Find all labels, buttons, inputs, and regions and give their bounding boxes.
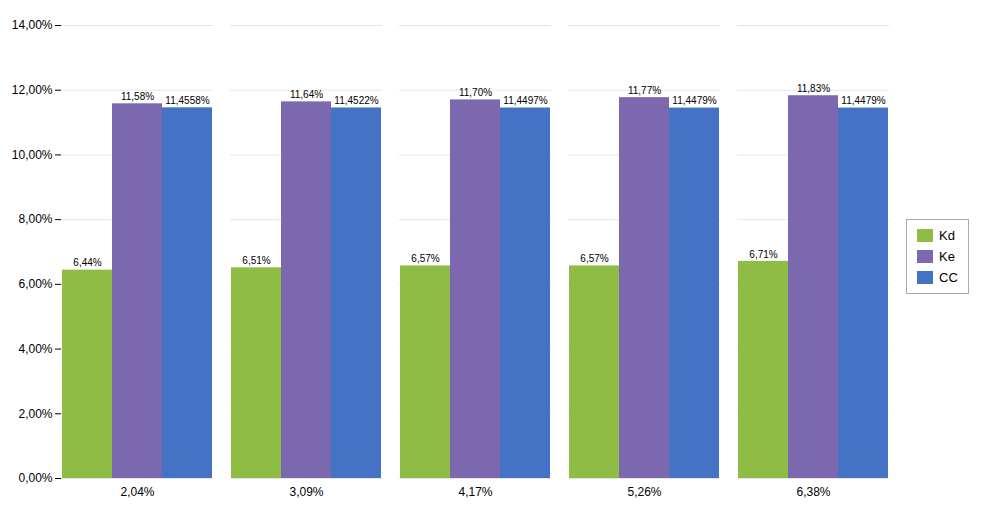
svg-text:11,4558%: 11,4558% (165, 95, 209, 106)
svg-text:11,64%: 11,64% (290, 89, 323, 100)
svg-text:0,00%: 0,00% (18, 471, 52, 485)
svg-text:4,00%: 4,00% (18, 342, 52, 356)
svg-text:6,71%: 6,71% (749, 249, 777, 260)
svg-text:2,00%: 2,00% (18, 407, 52, 421)
svg-text:3,09%: 3,09% (289, 485, 323, 499)
svg-text:11,4479%: 11,4479% (672, 95, 716, 106)
svg-text:4,17%: 4,17% (458, 485, 492, 499)
svg-text:14,00%: 14,00% (12, 18, 53, 32)
html-text:Ke: Ke (939, 249, 955, 264)
svg-text:11,77%: 11,77% (628, 85, 661, 96)
html-text:CC: CC (939, 270, 958, 285)
svg-text:6,57%: 6,57% (580, 253, 608, 264)
svg-text:11,4522%: 11,4522% (334, 95, 378, 106)
svg-text:11,70%: 11,70% (459, 87, 492, 98)
svg-text:6,57%: 6,57% (411, 253, 439, 264)
svg-text:6,38%: 6,38% (796, 485, 830, 499)
svg-text:6,00%: 6,00% (18, 277, 52, 291)
svg-text:8,00%: 8,00% (18, 212, 52, 226)
svg-text:10,00%: 10,00% (12, 148, 53, 162)
svg-text:5,26%: 5,26% (627, 485, 661, 499)
svg-text:11,4497%: 11,4497% (503, 95, 547, 106)
svg-text:11,58%: 11,58% (121, 91, 154, 102)
svg-text:2,04%: 2,04% (120, 485, 154, 499)
svg-text:11,4479%: 11,4479% (841, 95, 885, 106)
svg-text:12,00%: 12,00% (12, 83, 53, 97)
svg-text:6,51%: 6,51% (242, 255, 270, 266)
html-text:Kd: Kd (939, 228, 955, 243)
svg-text:11,83%: 11,83% (797, 83, 830, 94)
svg-text:6,44%: 6,44% (73, 257, 101, 268)
